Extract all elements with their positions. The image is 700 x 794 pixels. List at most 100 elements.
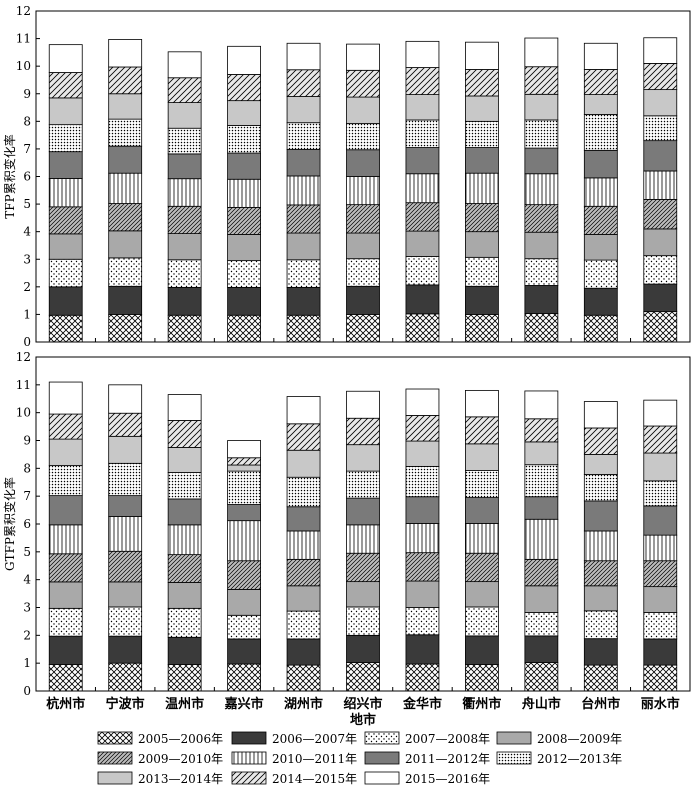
y-tick-label: 3	[23, 601, 31, 615]
bar-segment	[167, 498, 202, 526]
bar-segment	[405, 634, 440, 665]
bar-segment	[465, 69, 499, 97]
bar-segment	[524, 418, 559, 443]
bar-segment	[524, 390, 559, 420]
bar-segment	[465, 41, 499, 70]
bar-segment	[583, 94, 618, 115]
bar-segment	[227, 74, 261, 102]
bar-segment	[465, 285, 499, 315]
bar-segment	[405, 256, 440, 286]
bar-segment	[48, 381, 83, 415]
bar-segment	[108, 145, 143, 174]
bar-segment	[643, 198, 678, 230]
bar-segment	[167, 394, 202, 421]
bar-segment	[405, 523, 440, 554]
bar-segment	[108, 606, 143, 637]
bar-segment	[167, 524, 202, 556]
bar-segment	[48, 438, 83, 466]
bar-segment	[465, 231, 499, 258]
y-tick-label: 9	[23, 434, 31, 448]
bar-segment	[167, 233, 202, 261]
y-tick-label: 1	[23, 656, 31, 670]
bar-segment	[643, 664, 678, 692]
bar-segment	[227, 560, 261, 590]
bar-segment	[583, 234, 618, 261]
bar-segment	[286, 42, 321, 71]
bar-segment	[167, 178, 202, 207]
bar-segment	[108, 172, 143, 204]
bar-segment	[286, 476, 321, 508]
bar-segment	[583, 585, 618, 612]
y-tick-label: 7	[23, 489, 31, 503]
bar-segment	[643, 586, 678, 613]
bar-segment	[346, 417, 380, 446]
legend-label: 2010—2011年	[272, 752, 357, 766]
bar-segment	[405, 580, 440, 608]
bar-segment	[465, 256, 499, 287]
y-axis-title: TFP累积变化率	[2, 134, 17, 218]
bar-segment	[524, 37, 559, 68]
bar-segment	[346, 662, 380, 692]
bar-segment	[167, 554, 202, 583]
legend-label: 2014—2015年	[272, 772, 357, 786]
bar-segment	[583, 427, 618, 455]
bar-segment	[48, 607, 83, 637]
bar-segment	[465, 147, 499, 174]
bar-segment	[405, 663, 440, 692]
bar-segment	[48, 581, 83, 609]
legend-swatch	[231, 771, 267, 785]
y-tick-label: 6	[23, 517, 31, 531]
bar-segment	[48, 72, 83, 99]
bar-segment	[286, 175, 321, 206]
bar-segment	[346, 390, 380, 419]
bar-segment	[108, 635, 143, 664]
bar-segment	[643, 452, 678, 482]
bar-segment	[108, 550, 143, 583]
y-tick-label: 4	[23, 573, 31, 587]
bar-segment	[286, 396, 321, 425]
bar-segment	[227, 614, 261, 640]
legend-swatch	[97, 731, 133, 745]
x-tick-label: 杭州市	[46, 696, 85, 712]
y-tick-label: 4	[23, 225, 31, 239]
bar-segment	[227, 286, 261, 316]
legend-label: 2013—2014年	[138, 772, 223, 786]
bar-segment	[286, 204, 321, 234]
bar-segment	[405, 552, 440, 582]
legend-label: 2015—2016年	[405, 772, 490, 786]
x-axis-title: 地市	[350, 712, 376, 728]
legend-label: 2012—2013年	[537, 752, 622, 766]
bar-segment	[48, 664, 83, 692]
bar-segment	[346, 43, 380, 71]
bar-segment	[108, 66, 143, 95]
x-tick-label: 宁波市	[106, 696, 145, 712]
bar-segment	[227, 178, 261, 208]
bar-segment	[227, 45, 261, 75]
bar-segment	[583, 205, 618, 235]
bar-segment	[524, 464, 559, 498]
bar-segment	[346, 285, 380, 315]
bar-segment	[286, 423, 321, 451]
bar-segment	[405, 313, 440, 343]
bar-segment	[583, 664, 618, 692]
bar-segment	[286, 530, 321, 560]
bar-segment	[48, 258, 83, 288]
bar-segment	[643, 115, 678, 142]
bar-segment	[524, 662, 559, 692]
bar-segment	[286, 585, 321, 612]
bar-segment	[643, 170, 678, 200]
bar-segment	[465, 203, 499, 233]
bar-segment	[524, 258, 559, 286]
y-tick-label: 11	[16, 378, 31, 392]
bar-segment	[346, 123, 380, 151]
y-tick-label: 1	[23, 307, 31, 321]
bar-segment	[167, 607, 202, 638]
bar-segment	[48, 553, 83, 583]
bar-segment	[524, 612, 559, 637]
legend-label: 2009—2010年	[138, 752, 223, 766]
bar-segment	[643, 505, 678, 536]
legend-label: 2005—2006年	[138, 732, 223, 746]
y-tick-label: 8	[23, 114, 31, 128]
bar-segment	[583, 638, 618, 666]
